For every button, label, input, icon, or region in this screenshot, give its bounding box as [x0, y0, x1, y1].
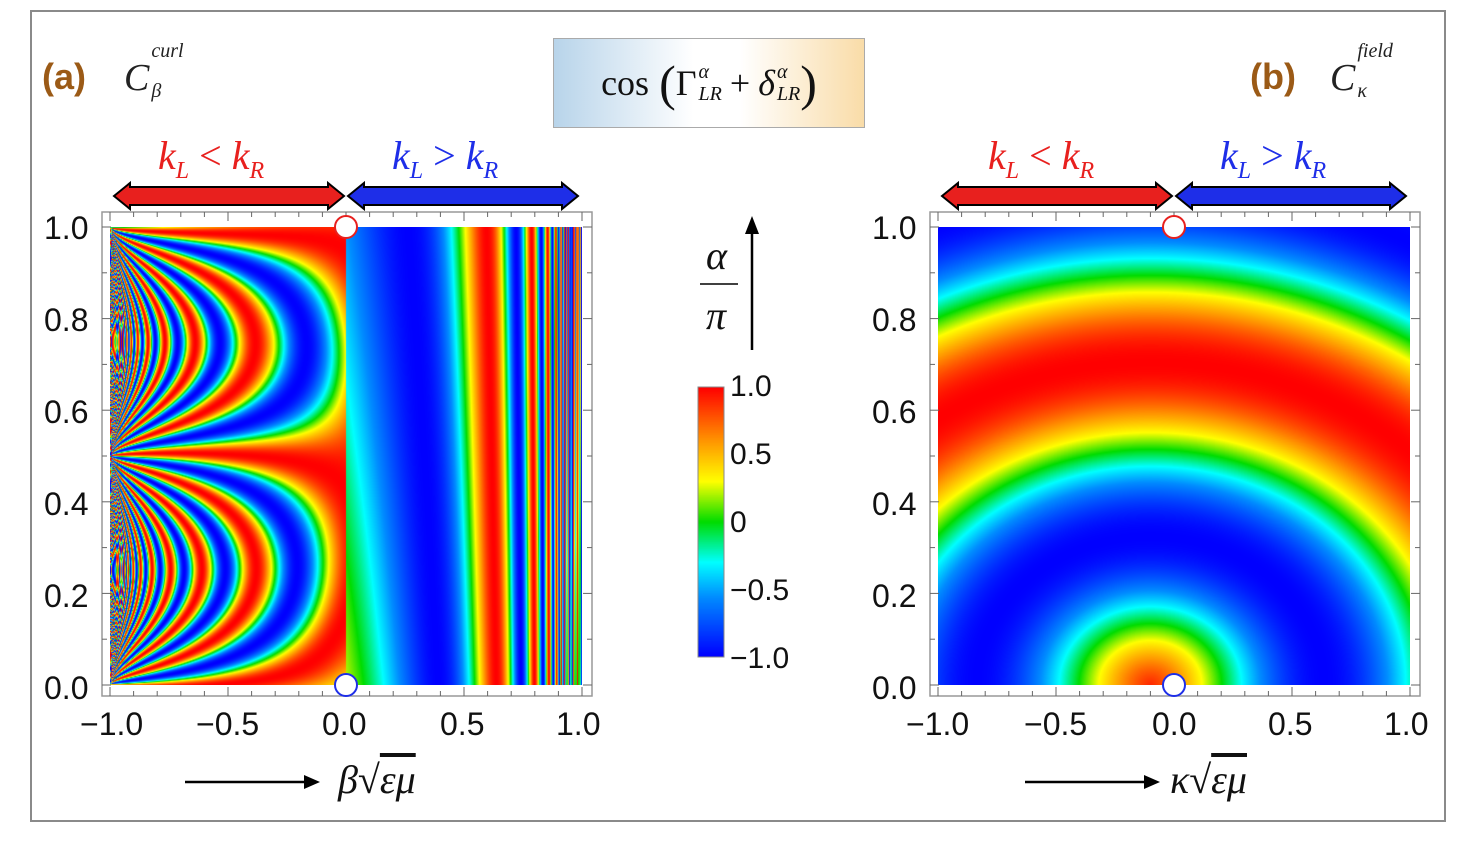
colorbar-label-3: −0.5	[730, 574, 790, 607]
y-tick-b-4: 0.8	[872, 302, 917, 338]
panel-b-name-sup: field	[1357, 40, 1393, 62]
y-tick-a-3: 0.6	[44, 394, 89, 430]
ylabel-alpha: α	[706, 233, 727, 278]
y-tick-b-3: 0.6	[872, 394, 917, 430]
panel-b-name-main: C	[1330, 57, 1356, 99]
x-tick-a-0: −1.0	[80, 706, 144, 742]
panel-a-name-sup: curl	[151, 40, 184, 62]
x-tick-a-2: 0.0	[322, 706, 367, 742]
panel-b-name-sub: κ	[1357, 80, 1367, 102]
y-tick-b-0: 0.0	[872, 670, 917, 706]
formula-title: cos ( Γ α LR + δ α LR )	[553, 38, 865, 128]
x-tick-b-0: −1.0	[906, 706, 970, 742]
arrow-right-a	[346, 180, 580, 212]
arrow-left-a	[112, 180, 346, 212]
plot-frame-a	[101, 211, 593, 697]
colorbar-frame	[697, 386, 725, 658]
y-tick-b-2: 0.4	[872, 486, 917, 522]
panel-a-name-sub: β	[151, 80, 162, 102]
x-direction-arrowhead-a	[304, 775, 320, 789]
arrow-left-b	[940, 180, 1174, 212]
y-tick-a-4: 0.8	[44, 302, 89, 338]
colorbar-label-4: −1.0	[730, 642, 790, 675]
title-gamma-sup: α	[698, 61, 710, 83]
ylabel-pi: π	[706, 293, 727, 338]
title-gamma-sub: LR	[698, 83, 722, 105]
plot-frame-b	[929, 211, 1421, 697]
y-tick-a-2: 0.4	[44, 486, 89, 522]
panel-a-label: (a)	[42, 56, 86, 97]
heatmap-a	[110, 227, 582, 685]
x-tick-b-4: 1.0	[1384, 706, 1429, 742]
x-direction-arrowhead-b	[1144, 775, 1160, 789]
x-tick-a-4: 1.0	[556, 706, 601, 742]
marker-b-blue	[1162, 673, 1186, 697]
heatmap-b	[938, 227, 1410, 685]
title-delta: δ	[758, 63, 775, 103]
y-direction-arrowhead	[745, 216, 759, 234]
panel-b-label: (b)	[1250, 56, 1296, 97]
title-gamma: Γ	[675, 63, 697, 103]
x-tick-a-1: −0.5	[196, 706, 260, 742]
colorbar-label-2: 0	[730, 506, 747, 539]
title-plus: +	[729, 63, 751, 103]
title-fn: cos	[601, 63, 650, 103]
y-tick-b-1: 0.2	[872, 578, 917, 614]
marker-a-red	[334, 215, 358, 239]
region-b-left: kL < kR	[988, 133, 1095, 184]
colorbar-label-0: 1.0	[730, 370, 772, 403]
y-tick-b-5: 1.0	[872, 210, 917, 246]
region-a-right: kL > kR	[392, 133, 499, 184]
x-tick-b-1: −0.5	[1024, 706, 1088, 742]
marker-b-red	[1162, 215, 1186, 239]
region-b-right: kL > kR	[1220, 133, 1327, 184]
y-tick-a-1: 0.2	[44, 578, 89, 614]
xlabel-b: κ√εμ	[1170, 757, 1247, 802]
y-tick-a-0: 0.0	[44, 670, 89, 706]
figure-frame	[30, 10, 1446, 822]
x-tick-b-3: 0.5	[1268, 706, 1313, 742]
title-delta-sup: α	[776, 61, 788, 83]
y-tick-a-5: 1.0	[44, 210, 89, 246]
title-delta-sub: LR	[776, 83, 801, 105]
colorbar-label-1: 0.5	[730, 438, 772, 471]
arrow-right-b	[1174, 180, 1408, 212]
xlabel-a: β√εμ	[338, 757, 416, 802]
marker-a-blue	[334, 673, 358, 697]
region-a-left: kL < kR	[158, 133, 265, 184]
panel-a-name-main: C	[124, 57, 150, 99]
x-tick-a-3: 0.5	[440, 706, 485, 742]
x-tick-b-2: 0.0	[1152, 706, 1197, 742]
colorbar-gradient	[698, 387, 724, 657]
